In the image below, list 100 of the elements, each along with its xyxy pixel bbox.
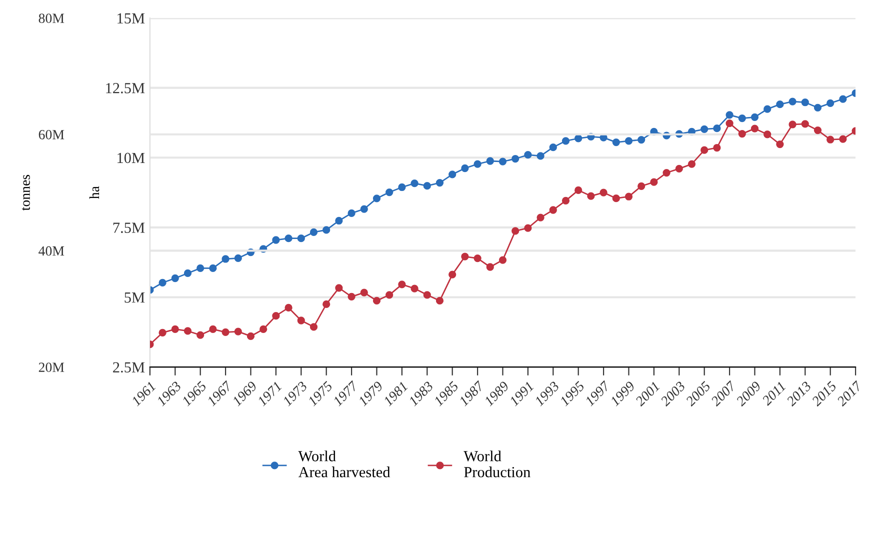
point (360, 288, 368, 296)
point (158, 328, 166, 337)
point (284, 304, 292, 312)
point (398, 280, 406, 288)
point (222, 255, 230, 263)
point (171, 325, 179, 334)
point (196, 264, 204, 272)
point (587, 192, 595, 200)
point (272, 236, 280, 244)
point (536, 152, 544, 160)
point (222, 328, 230, 336)
point (386, 188, 394, 196)
point (600, 188, 608, 196)
point (612, 194, 620, 202)
point (826, 99, 834, 108)
point (688, 160, 696, 168)
point (700, 146, 708, 154)
point (284, 234, 292, 242)
y-tick-label: 5M (124, 292, 145, 303)
point (524, 224, 532, 232)
point (348, 292, 356, 300)
y-tick-label: 15M (118, 13, 145, 24)
point (788, 98, 796, 106)
point (738, 114, 746, 122)
point (662, 168, 670, 177)
point (322, 226, 330, 234)
point (196, 331, 204, 339)
point (486, 263, 494, 271)
point (638, 136, 646, 144)
point (574, 186, 582, 194)
point (814, 126, 822, 134)
y2-tick-label: 80M (38, 14, 64, 24)
point (574, 134, 582, 142)
point (461, 164, 469, 172)
point (209, 325, 217, 334)
y-axis-title: ha (89, 186, 100, 199)
point (562, 137, 570, 145)
point (297, 316, 305, 324)
point (549, 206, 557, 214)
point (335, 284, 343, 292)
legend-label: World Production (464, 450, 530, 478)
point (650, 178, 658, 186)
point (764, 130, 772, 138)
point (498, 158, 507, 166)
point (335, 216, 343, 225)
point (512, 227, 520, 235)
point (750, 113, 759, 121)
point (310, 323, 318, 331)
point (512, 154, 520, 163)
point (764, 105, 772, 113)
point (474, 254, 482, 262)
point (624, 137, 633, 145)
y-tick-label: 2.5M (113, 362, 145, 373)
y2-tick-label: 40M (38, 246, 64, 256)
point (801, 120, 809, 128)
point (348, 209, 356, 218)
point (436, 178, 444, 187)
legend-label: World Area harvested (298, 450, 390, 478)
point (448, 170, 456, 178)
point (498, 256, 507, 264)
point (260, 325, 268, 334)
point (814, 104, 822, 112)
point (461, 252, 469, 260)
point (700, 125, 708, 133)
y-tick-label: 10M (118, 152, 145, 164)
point (398, 183, 406, 192)
point (776, 140, 784, 148)
point (423, 182, 431, 190)
point (171, 274, 179, 282)
y2-tick-label: 60M (38, 130, 64, 140)
point (638, 182, 646, 190)
point (562, 196, 570, 205)
y2-axis-title: tonnes (22, 174, 30, 211)
point (839, 95, 847, 103)
point (524, 151, 532, 159)
point (184, 327, 192, 335)
point (322, 300, 330, 308)
point (474, 160, 482, 168)
y2-tick-label: 20M (38, 362, 64, 372)
point (788, 120, 796, 128)
point (726, 120, 734, 128)
point (310, 228, 318, 236)
point (184, 269, 192, 278)
point (372, 194, 381, 202)
point (624, 192, 633, 200)
point (386, 291, 394, 299)
point (549, 143, 557, 152)
point (612, 138, 620, 146)
point (801, 98, 809, 106)
point (297, 234, 305, 242)
point (234, 328, 242, 336)
point (410, 284, 418, 292)
point (713, 144, 721, 152)
point (360, 205, 368, 213)
point (209, 264, 217, 272)
point (713, 124, 721, 132)
y-tick-label: 12.5M (106, 83, 145, 94)
point (410, 180, 418, 188)
point (158, 278, 166, 287)
point (372, 296, 381, 305)
